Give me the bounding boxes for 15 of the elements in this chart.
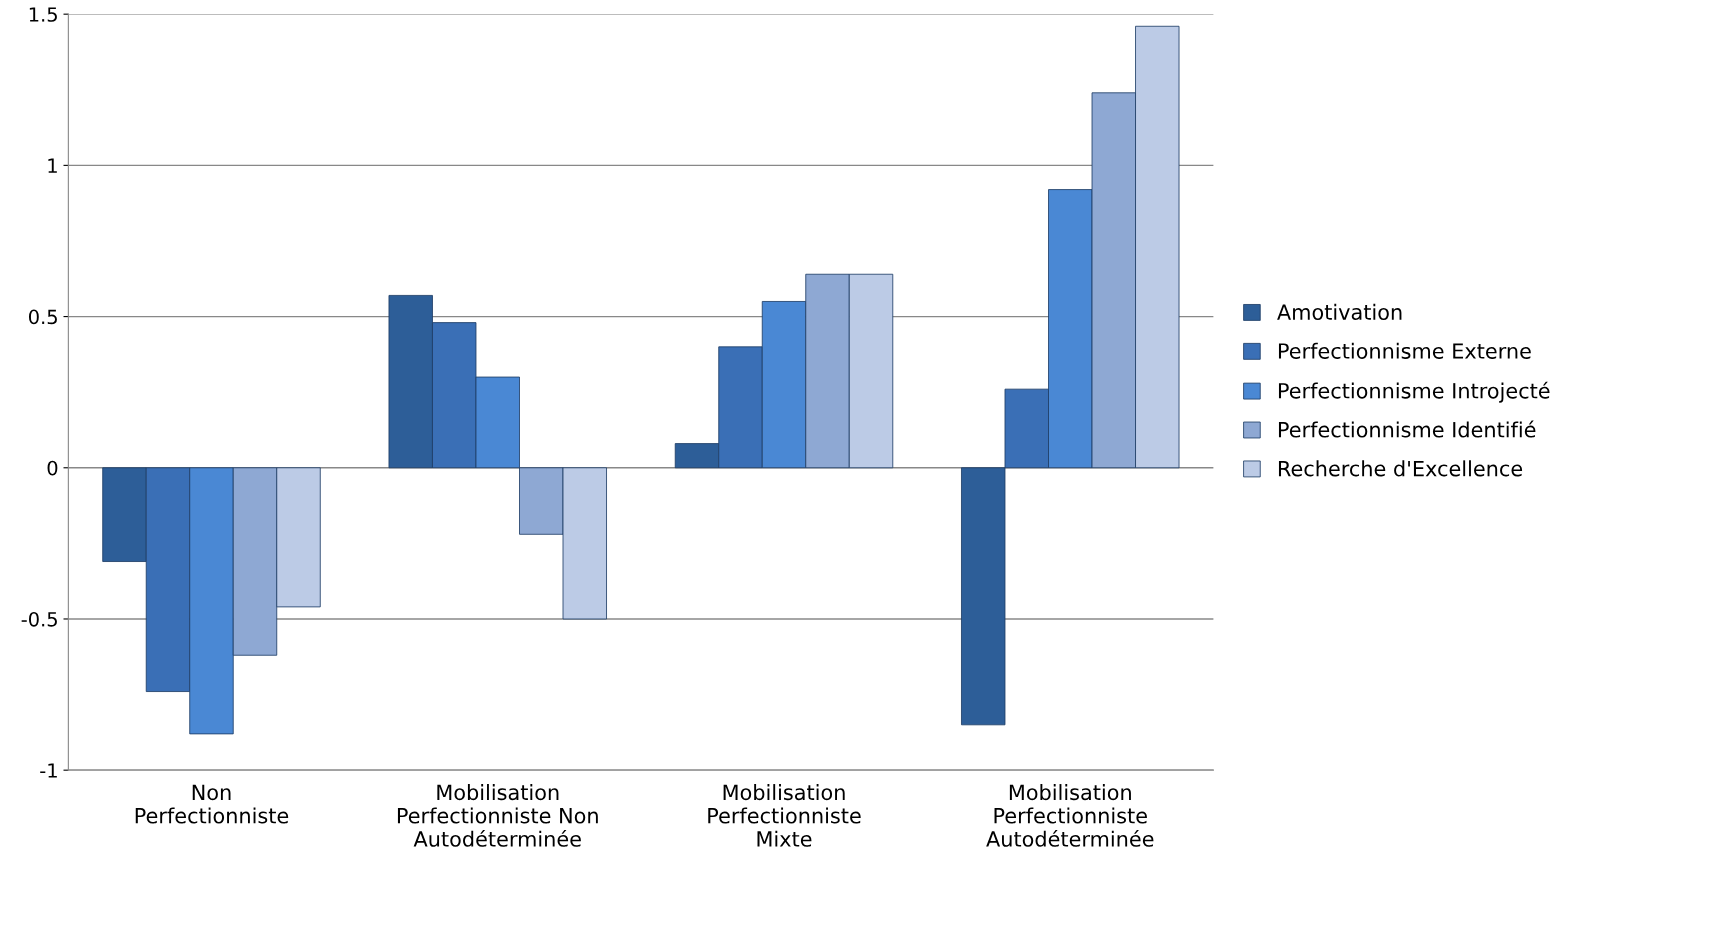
y-tick-label: 0 <box>47 460 58 476</box>
legend-label: Perfectionnisme Introjecté <box>1278 381 1550 403</box>
y-tick-label: 1 <box>48 158 57 173</box>
y-tick-label: -0.5 <box>21 611 57 627</box>
x-tick-label: Mobilisation Perfectionniste Autodéterminée <box>986 784 1154 847</box>
x-tick-label: Non Perfectionniste <box>135 784 289 824</box>
y-tick-label: 1.5 <box>29 7 57 22</box>
legend-label: Amotivation <box>1277 303 1402 320</box>
y-tick-label: 0.5 <box>29 309 57 325</box>
x-tick-label: Mobilisation Perfectionniste Non Autodéterminée <box>397 784 598 847</box>
legend-label: Recherche d'Excellence <box>1278 460 1523 477</box>
legend-label: Perfectionnisme Identifié <box>1278 420 1536 438</box>
x-tick-label: Mobilisation Perfectionniste Mixte <box>708 784 861 847</box>
y-tick-label: -1 <box>40 763 57 778</box>
legend-label: Perfectionnisme Externe <box>1278 342 1531 359</box>
